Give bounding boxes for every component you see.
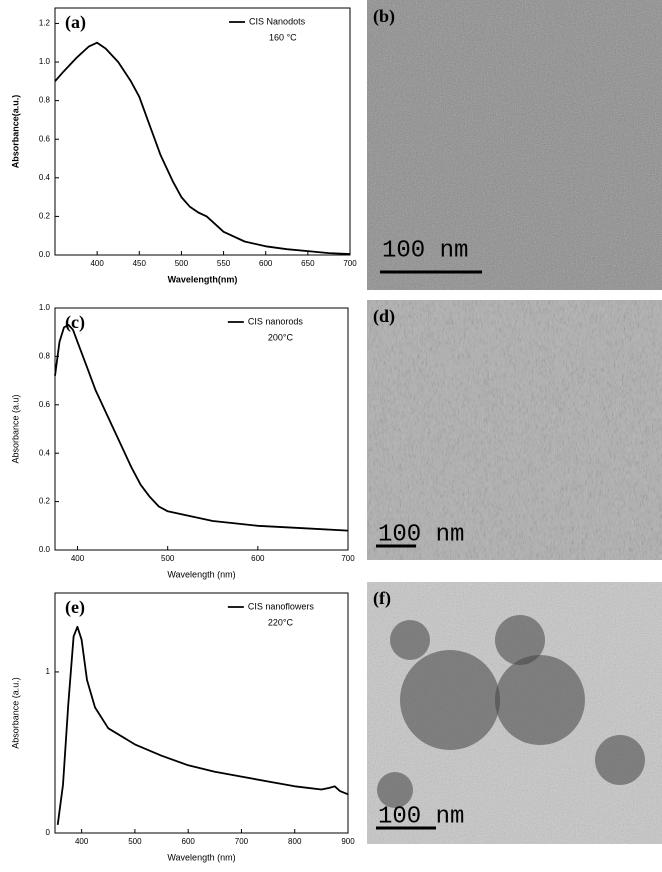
y-tick-label: 0.4 [39, 173, 51, 182]
y-tick-label: 1.0 [39, 303, 51, 312]
x-tick-label: 400 [71, 554, 85, 563]
x-tick-label: 700 [341, 554, 355, 563]
y-tick-label: 1 [46, 667, 51, 676]
panel-label: (e) [65, 597, 85, 618]
nanoflower-cluster [377, 772, 413, 808]
y-tick-label: 0.6 [39, 134, 51, 143]
y-tick-label: 0.2 [39, 212, 51, 221]
y-tick-label: 0 [46, 828, 51, 837]
y-tick-label: 0.6 [39, 400, 51, 409]
y-tick-label: 0.8 [39, 96, 51, 105]
plot-frame [54, 307, 349, 551]
data-line [56, 625, 349, 826]
x-tick-label: 500 [175, 259, 189, 268]
y-tick-label: 1.2 [39, 19, 51, 28]
x-tick-label: 700 [343, 259, 357, 268]
panel-label: (c) [65, 312, 85, 333]
legend-label: CIS Nanodots [249, 16, 306, 26]
y-tick-label: 0.2 [39, 497, 51, 506]
y-tick-label: 0.4 [39, 448, 51, 457]
x-tick-label: 900 [341, 837, 355, 846]
micrograph-texture [367, 0, 662, 290]
scale-bar-label: 100 nm [378, 803, 464, 830]
data-line [54, 41, 351, 255]
x-tick-label: 550 [217, 259, 231, 268]
y-tick-label: 0.0 [39, 545, 51, 554]
legend-label: CIS nanoflowers [248, 601, 315, 611]
annotation: 220°C [268, 617, 294, 627]
y-axis-title: Absorbance (a.u) [10, 394, 20, 463]
annotation: 160 °C [269, 32, 297, 42]
plot-frame [54, 7, 351, 256]
y-tick-label: 0.0 [39, 250, 51, 259]
image-label: (f) [373, 588, 391, 609]
y-axis-title: Absorbance(a.u.) [10, 95, 20, 169]
scale-bar-label: 100 nm [378, 521, 464, 548]
x-axis-title: Wavelength (nm) [167, 852, 235, 862]
x-tick-label: 600 [182, 837, 196, 846]
nanoflower-cluster [390, 620, 430, 660]
scale-bar-label: 100 nm [382, 237, 468, 264]
x-axis-title: Wavelength(nm) [168, 274, 238, 284]
y-tick-label: 0.8 [39, 352, 51, 361]
x-tick-label: 400 [75, 837, 89, 846]
plot-frame [54, 592, 349, 834]
x-tick-label: 600 [251, 554, 265, 563]
legend-label: CIS nanorods [248, 316, 304, 326]
image-label: (d) [373, 306, 395, 327]
y-axis-title: Absorbance (a.u.) [10, 677, 20, 749]
data-line [54, 324, 349, 532]
x-axis-title: Wavelength (nm) [167, 569, 235, 579]
annotation: 200°C [268, 332, 294, 342]
nanoflower-cluster [400, 650, 500, 750]
x-tick-label: 800 [288, 837, 302, 846]
image-label: (b) [373, 6, 395, 27]
nanoflower-cluster [595, 735, 645, 785]
x-tick-label: 500 [128, 837, 142, 846]
y-tick-label: 1.0 [39, 57, 51, 66]
nanoflower-cluster [495, 655, 585, 745]
x-tick-label: 600 [259, 259, 273, 268]
x-tick-label: 400 [90, 259, 104, 268]
x-tick-label: 450 [133, 259, 147, 268]
x-tick-label: 500 [161, 554, 175, 563]
panel-label: (a) [65, 12, 86, 33]
x-tick-label: 700 [235, 837, 249, 846]
x-tick-label: 650 [301, 259, 315, 268]
micrograph-texture [367, 300, 662, 560]
nanoflower-cluster [495, 615, 545, 665]
